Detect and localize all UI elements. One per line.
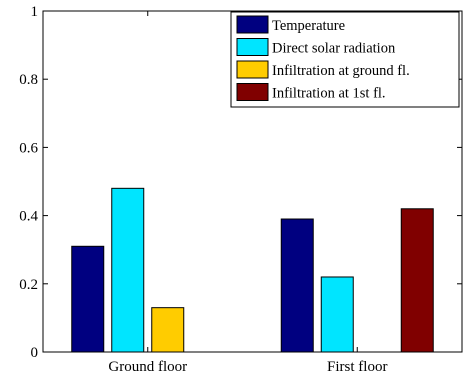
y-tick-label: 0 [31,345,39,361]
x-axis: Ground floor First floor [108,11,387,375]
legend-label: Infiltration at 1st fl. [272,86,386,102]
legend-box [230,11,460,108]
legend: Temperature Direct solar radiation Infiltr… [230,11,460,108]
y-tick-label: 1 [31,4,39,20]
legend-label: Temperature [272,18,345,34]
y-tick-label: 0.2 [19,277,38,293]
bar-infiltration-at-ground-fl-0 [151,307,185,353]
y-tick-label: 0.8 [19,72,38,88]
legend-swatch [236,15,269,34]
x-tick-label: First floor [327,359,387,375]
legend-swatch [236,60,269,79]
x-tick-label: Ground floor [108,359,187,375]
legend-swatch [236,83,269,101]
bar-direct-solar-radiation-1 [320,276,354,353]
plot-area: 0 0.2 0.4 0.6 0.8 1 Ground floor First floor [19,4,463,375]
legend-swatch [236,38,269,56]
y-tick-label: 0.4 [19,209,38,225]
bars [71,187,434,353]
bar-temperature-1 [280,218,314,353]
axes-frame [42,10,463,353]
y-tick-label: 0.6 [19,140,38,156]
y-axis: 0 0.2 0.4 0.6 0.8 1 [19,4,462,361]
bar-infiltration-at-1st-fl-1 [400,208,434,353]
legend-label: Direct solar radiation [272,41,396,57]
bar-direct-solar-radiation-0 [111,187,145,353]
legend-label: Infiltration at ground fl. [272,63,410,79]
bar-temperature-0 [71,245,105,353]
